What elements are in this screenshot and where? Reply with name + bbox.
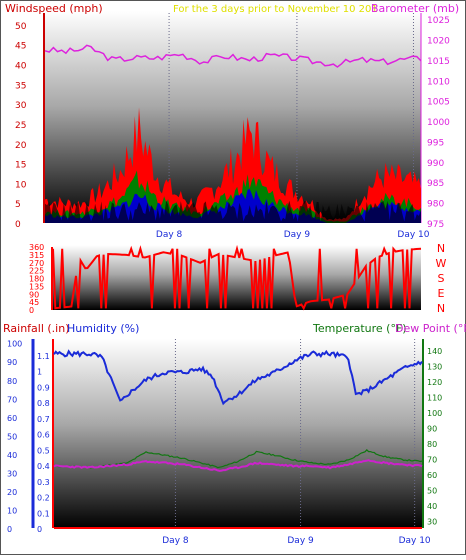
x-tick-label: Day 8 <box>156 230 183 240</box>
barometer-tick-label: 995 <box>427 138 444 148</box>
humidity-tick-label: 40 <box>7 451 17 460</box>
barometer-tick-label: 1015 <box>427 57 450 67</box>
barometer-tick-label: 975 <box>427 220 444 230</box>
windspeed-label: Windspeed (mph) <box>5 2 103 15</box>
temperature-tick-label: 110 <box>427 393 442 402</box>
barometer-line <box>44 44 422 68</box>
rainfall-tick-label: 1.1 <box>37 352 50 361</box>
rainfall-tick-label: 0 <box>37 525 42 534</box>
direction-tick-label: 135 <box>29 282 44 291</box>
rainfall-tick-label: 0.7 <box>37 415 50 424</box>
temperature-tick-label: 50 <box>427 486 437 495</box>
temperature-line <box>53 449 423 469</box>
compass-label: N <box>437 242 445 255</box>
x-tick-label: Day 10 <box>397 230 429 240</box>
wind-tick-label: 35 <box>15 81 26 91</box>
wind-tick-label: 15 <box>15 161 26 171</box>
wind-tick-label: 0 <box>15 220 21 230</box>
rainfall-tick-label: 0.5 <box>37 446 50 455</box>
rainfall-tick-label: 1 <box>37 368 42 377</box>
compass-label: S <box>438 272 445 285</box>
humidity-tick-label: 90 <box>7 358 17 367</box>
direction-panel-background <box>53 245 421 310</box>
humidity-tick-label: 0 <box>7 525 12 534</box>
humidity-tick-label: 30 <box>7 469 17 478</box>
compass-label: N <box>437 302 445 315</box>
humidity-tick-label: 60 <box>7 414 17 423</box>
humidity-tick-label: 80 <box>7 377 17 386</box>
humidity-tick-label: 100 <box>7 340 22 349</box>
temperature-tick-label: 120 <box>427 378 442 387</box>
wind-tick-label: 50 <box>15 22 27 32</box>
humidity-panel-background <box>54 339 422 528</box>
rainfall-tick-label: 0.9 <box>37 383 50 392</box>
rainfall-tick-label: 0.6 <box>37 431 50 440</box>
humidity-tick-label: 10 <box>7 506 17 515</box>
temperature-tick-label: 80 <box>427 440 437 449</box>
direction-tick-label: 270 <box>29 259 44 268</box>
rainfall-tick-label: 0.8 <box>37 399 50 408</box>
wind-tick-label: 10 <box>15 180 27 190</box>
compass-label: E <box>438 287 445 300</box>
humidity-line <box>53 349 423 406</box>
humidity-label: Humidity (%) <box>67 322 139 335</box>
rainfall-tick-label: 0.3 <box>37 478 50 487</box>
temperature-tick-label: 60 <box>427 471 437 480</box>
humidity-tick-label: 70 <box>7 395 17 404</box>
rainfall-tick-label: 0.4 <box>37 462 50 471</box>
rainfall-tick-label: 0.2 <box>37 494 50 503</box>
temperature-tick-label: 40 <box>427 502 437 511</box>
direction-tick-label: 225 <box>29 267 44 276</box>
wind-tick-label: 40 <box>15 62 27 72</box>
direction-tick-label: 360 <box>29 243 44 252</box>
direction-tick-label: 0 <box>29 306 34 315</box>
barometer-label: Barometer (mb) <box>371 2 459 15</box>
wind-tick-label: 45 <box>15 42 26 52</box>
barometer-tick-label: 980 <box>427 200 444 210</box>
x-tick-label: Day 8 <box>162 536 189 546</box>
compass-label: W <box>436 257 447 270</box>
humidity-tick-label: 20 <box>7 488 17 497</box>
lull-wind-area <box>45 200 421 223</box>
wind-tick-label: 25 <box>15 121 26 131</box>
temperature-tick-label: 140 <box>427 347 442 356</box>
temperature-tick-label: 70 <box>427 455 437 464</box>
x-tick-label: Day 9 <box>284 230 311 240</box>
direction-tick-label: 315 <box>29 251 44 260</box>
wind-tick-label: 30 <box>15 101 27 111</box>
direction-line <box>52 244 422 311</box>
temperature-tick-label: 100 <box>427 409 442 418</box>
x-tick-label: Day 10 <box>399 536 431 546</box>
humidity-tick-label: 50 <box>7 432 17 441</box>
temperature-tick-label: 30 <box>427 517 437 526</box>
direction-tick-label: 180 <box>29 275 44 284</box>
barometer-tick-label: 990 <box>427 159 444 169</box>
barometer-tick-label: 985 <box>427 179 444 189</box>
rainfall-label: Rainfall (.in) <box>3 322 70 335</box>
temperature-tick-label: 90 <box>427 424 437 433</box>
rainfall-tick-label: 0.1 <box>37 509 50 518</box>
dewpoint-label: Dew Point (°F) <box>395 322 466 335</box>
barometer-tick-label: 1005 <box>427 98 450 108</box>
direction-tick-label: 45 <box>29 298 39 307</box>
barometer-tick-label: 1020 <box>427 37 450 47</box>
barometer-tick-label: 1010 <box>427 77 450 87</box>
wind-tick-label: 20 <box>15 141 27 151</box>
period-label: For the 3 days prior to November 10 201 <box>173 4 378 15</box>
barometer-tick-label: 1025 <box>427 16 450 26</box>
dewpoint-line <box>53 459 423 472</box>
temperature-label: Temperature (°F) <box>312 322 407 335</box>
wind-tick-label: 5 <box>15 200 21 210</box>
direction-tick-label: 90 <box>29 290 39 299</box>
barometer-tick-label: 1000 <box>427 118 450 128</box>
temperature-tick-label: 130 <box>427 362 442 371</box>
x-tick-label: Day 9 <box>287 536 314 546</box>
